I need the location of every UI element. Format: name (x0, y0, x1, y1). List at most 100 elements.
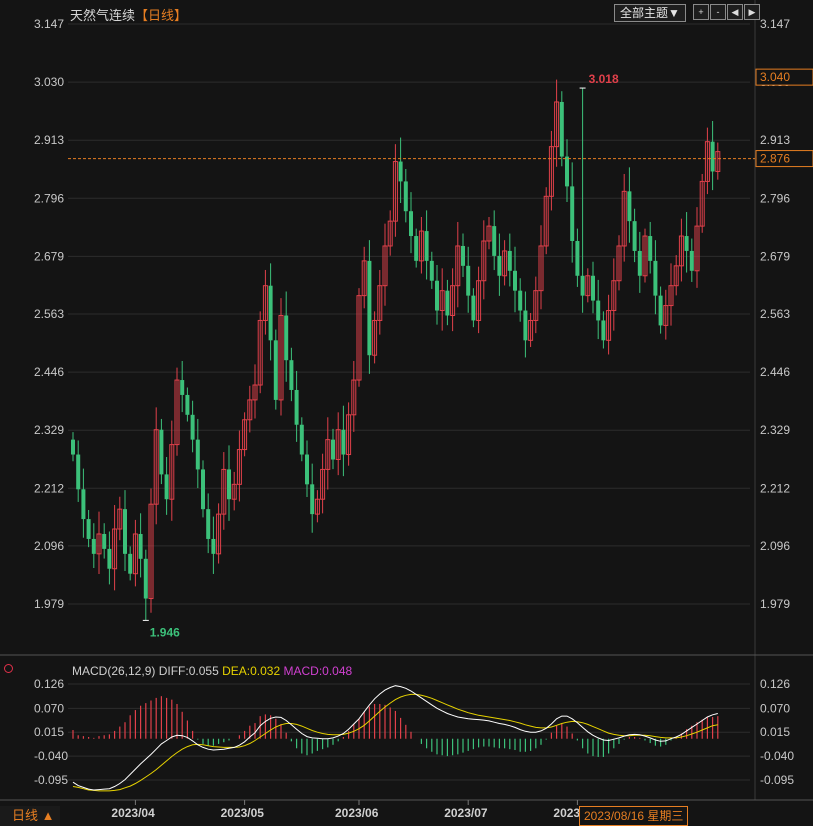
candle (632, 208, 637, 263)
candle-body (559, 101, 564, 157)
candle (367, 240, 372, 374)
candle-body (523, 310, 528, 341)
candle-body (466, 265, 471, 296)
candle (143, 549, 148, 621)
candle-body (678, 235, 684, 267)
candle (663, 289, 669, 340)
candle (252, 364, 258, 419)
candle (262, 269, 268, 335)
candlestick-series (71, 79, 721, 621)
candle (689, 238, 694, 282)
diff-value: DIFF:0.055 (158, 664, 219, 678)
zoom-in-icon[interactable]: + (693, 4, 709, 20)
candle-body (450, 285, 456, 316)
last-price-tag (755, 150, 813, 168)
price-tick-right: 2.212 (760, 481, 790, 495)
candle (528, 313, 534, 348)
scroll-left-icon[interactable]: ◀ (727, 4, 743, 20)
scroll-right-icon[interactable]: ▶ (744, 4, 760, 20)
candle (294, 370, 299, 442)
candle (559, 91, 564, 167)
price-grid (68, 0, 756, 800)
candle-body (699, 180, 705, 227)
candle (611, 258, 617, 331)
candle-body (538, 245, 544, 292)
candle-body (174, 379, 180, 446)
candle (91, 523, 96, 568)
candle-body (314, 498, 320, 515)
candle-body (299, 424, 304, 455)
candle-body (138, 533, 143, 559)
candle-body (439, 290, 445, 312)
candle (466, 246, 471, 313)
price-tick-right: 2.096 (760, 539, 790, 553)
candle (216, 503, 222, 564)
candle-body (221, 468, 227, 515)
indicator-marker-icon[interactable] (4, 664, 13, 673)
candle-body (414, 236, 419, 261)
candle (621, 173, 627, 262)
candle (502, 240, 508, 286)
candle (543, 187, 549, 255)
candle-body (704, 141, 710, 182)
candle (132, 519, 138, 587)
macd-tick-right: -0.095 (760, 773, 794, 787)
candle-body (601, 320, 606, 341)
candle (507, 233, 512, 287)
candle (361, 246, 367, 309)
candle (123, 490, 127, 571)
candle-body (185, 394, 190, 415)
candle (392, 144, 398, 237)
candle (185, 387, 190, 422)
price-axis-left: 3.147 3.030 2.913 2.796 2.679 2.563 2.446 2.329… (34, 17, 64, 611)
candle-body (231, 483, 237, 500)
candle-body (268, 285, 273, 341)
candle-body (320, 468, 326, 500)
candle (699, 173, 705, 233)
macd-tick-left: 0.015 (34, 725, 64, 739)
candle (715, 142, 721, 180)
candle-body (201, 469, 205, 510)
candle-body (257, 319, 263, 386)
candle-body (554, 101, 560, 148)
price-tick-right: 2.796 (760, 191, 790, 205)
candle (247, 385, 253, 433)
candle (518, 278, 523, 322)
theme-select-button[interactable]: 全部主题▼ (614, 4, 686, 22)
candle-body (377, 285, 383, 321)
candle (684, 212, 689, 273)
candle (648, 221, 653, 274)
candle (206, 493, 211, 554)
price-tick-left: 2.446 (34, 365, 64, 379)
candle-body (424, 231, 429, 261)
candle-body (361, 260, 367, 297)
candle-body (211, 538, 216, 554)
candle (673, 255, 679, 296)
candle-body (76, 454, 81, 490)
candle (668, 263, 674, 326)
candle (678, 218, 684, 282)
candle (153, 407, 159, 525)
candle-body (284, 315, 289, 361)
candle-body (96, 533, 102, 555)
candle (424, 210, 429, 280)
candle (565, 139, 569, 203)
candle (346, 402, 352, 466)
candle (653, 240, 658, 315)
candle (86, 509, 91, 548)
candle (211, 516, 216, 574)
macd-histogram (72, 696, 719, 757)
candle (580, 88, 585, 313)
candle-body (616, 245, 622, 282)
candle-body (81, 489, 86, 520)
zoom-out-icon[interactable]: - (710, 4, 726, 20)
candle-body (409, 211, 413, 237)
price-tick-left: 2.796 (34, 191, 64, 205)
candle (102, 523, 107, 559)
candle-body (663, 305, 669, 326)
period-tab[interactable]: 日线 ▲ (0, 806, 61, 826)
candle-body (418, 230, 424, 262)
candle-body (668, 285, 674, 307)
